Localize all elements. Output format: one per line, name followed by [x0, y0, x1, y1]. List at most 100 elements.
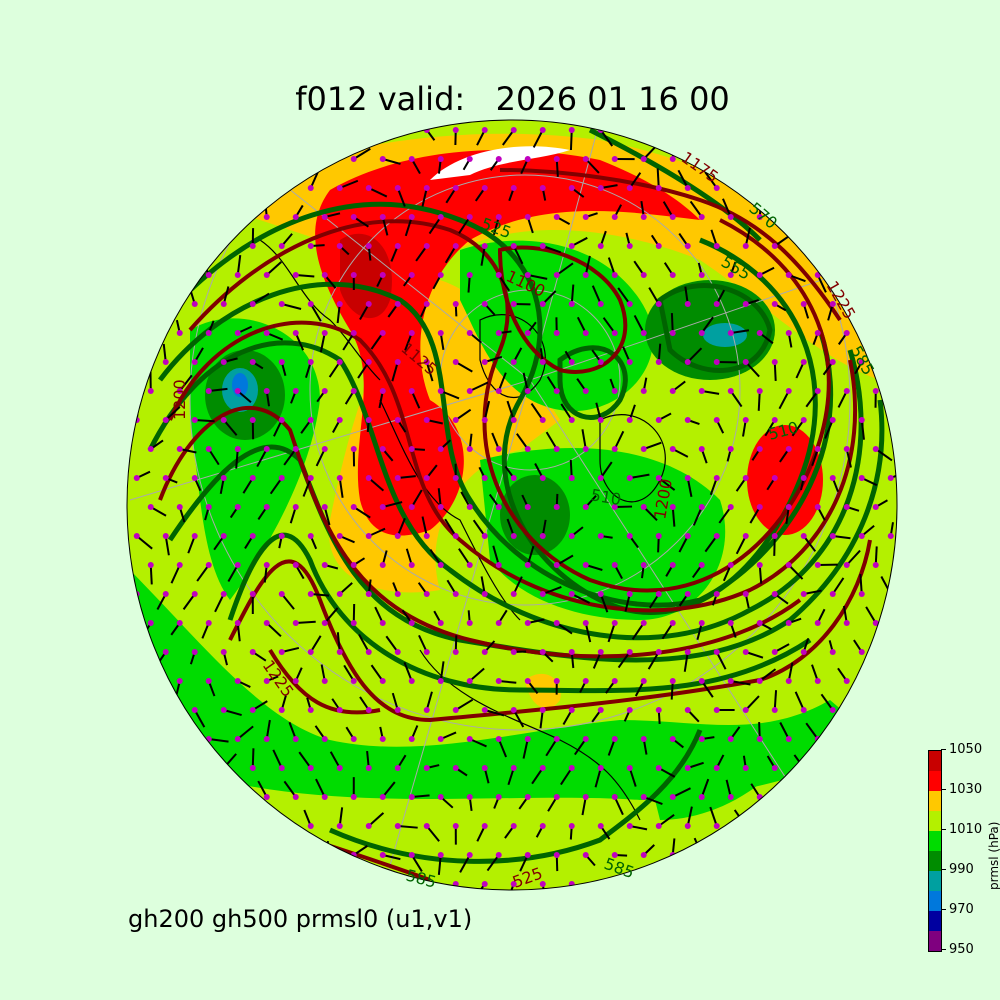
wind-vector-origin — [684, 243, 691, 249]
wind-vector — [178, 145, 185, 160]
wind-vector — [472, 883, 486, 890]
map-subtitle: gh200 gh500 prmsl0 (u1,v1) — [128, 905, 473, 933]
wind-vector-origin — [408, 214, 415, 220]
wind-vector-origin — [452, 185, 459, 191]
wind-vector-origin — [597, 243, 604, 249]
wind-vector-origin — [727, 214, 734, 220]
wind-vector-origin — [655, 823, 662, 829]
wind-vector-origin — [829, 591, 836, 597]
wind-vector — [530, 403, 544, 421]
wind-vector — [178, 374, 193, 392]
wind-vector-origin — [423, 475, 430, 481]
wind-vector-origin — [727, 446, 734, 452]
wind-vector-origin — [162, 823, 169, 829]
wind-vector — [700, 316, 714, 334]
wind-vector-origin — [249, 417, 256, 423]
wind-vector-origin — [597, 533, 604, 539]
wind-vector-origin — [626, 301, 633, 307]
wind-vector — [602, 317, 616, 334]
wind-vector — [162, 343, 167, 363]
wind-vector-origin — [669, 504, 676, 510]
wind-vector-origin — [321, 272, 328, 278]
wind-vector-origin — [872, 156, 879, 162]
wind-vector-origin — [887, 591, 894, 597]
wind-vector — [812, 784, 819, 798]
wind-vector-origin — [727, 504, 734, 510]
wind-vector-origin — [858, 765, 865, 771]
wind-vector — [140, 259, 152, 276]
wind-vector-origin — [727, 156, 734, 162]
wind-vector — [745, 361, 760, 378]
wind-vector — [235, 780, 239, 798]
wind-vector — [643, 441, 662, 450]
wind-vector-origin — [162, 765, 169, 771]
wind-vector-origin — [249, 765, 256, 771]
wind-vector-origin — [307, 823, 314, 829]
wind-vector-origin — [611, 272, 618, 278]
wind-vector — [613, 430, 625, 450]
colorbar-segment — [929, 891, 941, 911]
wind-vector-origin — [321, 736, 328, 742]
wind-vector — [193, 709, 206, 728]
wind-vector-origin — [858, 823, 865, 829]
wind-vector-origin — [481, 359, 488, 365]
wind-vector-origin — [597, 823, 604, 829]
wind-vector-origin — [785, 852, 792, 858]
wind-vector-origin — [742, 707, 749, 713]
wind-vector-origin — [698, 330, 705, 336]
wind-vector — [599, 461, 613, 479]
wind-vector-origin — [292, 156, 299, 162]
wind-vector-origin — [539, 185, 546, 191]
wind-vector — [244, 174, 254, 189]
wind-vector-origin — [771, 591, 778, 597]
wind-vector-origin — [379, 794, 386, 800]
wind-vector — [382, 501, 403, 508]
wind-vector — [890, 753, 897, 769]
wind-vector-origin — [785, 504, 792, 510]
wind-vector — [845, 448, 852, 468]
wind-vector-origin — [843, 620, 850, 626]
wind-vector-origin — [336, 707, 343, 713]
wind-vector — [867, 669, 877, 682]
wind-vector-origin — [568, 475, 575, 481]
wind-vector-origin — [292, 620, 299, 626]
wind-vector — [786, 146, 790, 160]
wind-vector — [765, 120, 776, 131]
wind-vector-origin — [626, 533, 633, 539]
wind-vector-origin — [162, 301, 169, 307]
wind-vector-origin — [858, 185, 865, 191]
wind-vector-origin — [902, 562, 908, 568]
wind-vector-origin — [307, 533, 314, 539]
wind-vector-origin — [176, 678, 183, 684]
wind-vector — [220, 812, 225, 827]
wind-vector — [581, 429, 587, 450]
wind-vector-origin — [655, 475, 662, 481]
wind-vector-origin — [771, 707, 778, 713]
wind-vector-origin — [524, 852, 531, 858]
wind-vector-origin — [147, 678, 154, 684]
wind-vector — [749, 506, 761, 524]
wind-vector-origin — [162, 127, 169, 133]
wind-vector-origin — [394, 359, 401, 365]
wind-vector-origin — [597, 649, 604, 655]
wind-vector — [647, 651, 660, 670]
wind-vector-origin — [756, 388, 763, 394]
wind-vector-origin — [466, 504, 473, 510]
wind-vector — [730, 329, 750, 334]
wind-vector — [748, 837, 761, 856]
wind-vector-origin — [408, 388, 415, 394]
wind-vector-origin — [263, 794, 270, 800]
wind-vector — [584, 622, 592, 643]
wind-vector-origin — [147, 852, 154, 858]
wind-vector-origin — [582, 736, 589, 742]
wind-vector-origin — [481, 765, 488, 771]
wind-vector-origin — [640, 620, 647, 626]
wind-vector-origin — [510, 765, 517, 771]
wind-vector-origin — [597, 301, 604, 307]
wind-vector-origin — [539, 533, 546, 539]
wind-vector-origin — [655, 243, 662, 249]
wind-vector-origin — [684, 881, 691, 887]
wind-vector — [328, 361, 341, 378]
wind-vector — [329, 751, 341, 769]
wind-vector-origin — [176, 620, 183, 626]
